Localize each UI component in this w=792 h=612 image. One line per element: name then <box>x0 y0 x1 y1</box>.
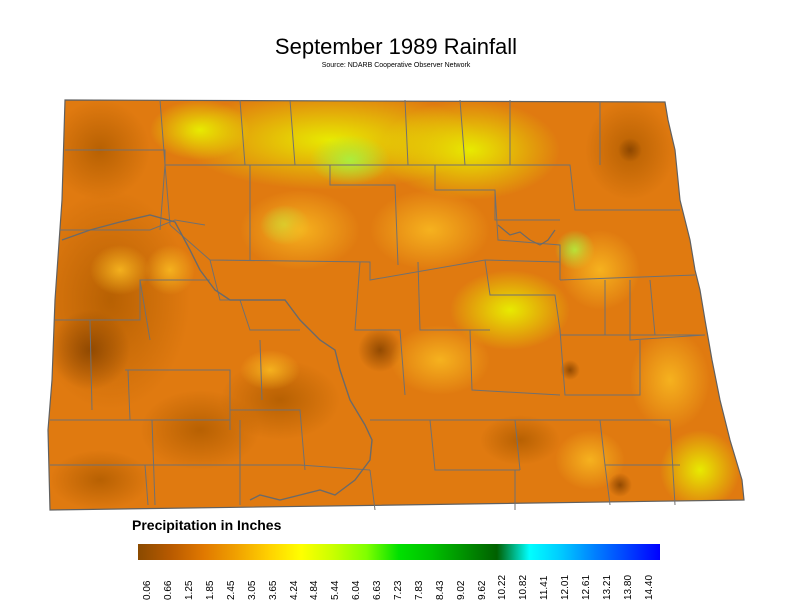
legend-tick-label: 9.02 <box>455 580 467 600</box>
legend-tick-label: 1.25 <box>184 580 196 600</box>
rainfall-surface <box>48 100 744 510</box>
legend-tick-label: 6.04 <box>351 580 363 600</box>
legend-tick-label: 7.83 <box>413 580 425 600</box>
map-title: September 1989 Rainfall <box>274 34 518 59</box>
county-borders <box>47 99 745 511</box>
legend-tick-label: 2.45 <box>225 580 237 600</box>
legend-tick-label: 8.43 <box>434 580 446 600</box>
legend-tick-label: 3.65 <box>267 580 279 600</box>
legend-tick-label: 13.80 <box>622 574 634 600</box>
legend-tick-label: 0.06 <box>142 580 154 600</box>
legend-tick-label: 0.66 <box>163 580 175 600</box>
legend-tick-label: 4.24 <box>288 580 300 600</box>
legend-tick-label: 6.63 <box>372 580 384 600</box>
river-line <box>61 214 373 501</box>
legend-tick-label: 13.21 <box>601 574 613 600</box>
legend-title: Precipitation in Inches <box>132 517 282 533</box>
legend-tick-label: 11.41 <box>539 575 551 600</box>
legend-tick-label: 12.01 <box>560 574 572 600</box>
legend-tick-label: 3.05 <box>246 580 258 600</box>
legend-tick-label: 5.44 <box>330 580 342 600</box>
legend-tick-label: 9.62 <box>476 580 488 600</box>
legend-tick-label: 1.85 <box>205 580 217 600</box>
legend-tick-label: 10.22 <box>497 574 509 600</box>
map-subtitle: Source: NDARB Cooperative Observer Netwo… <box>321 62 471 69</box>
legend-tick-label: 4.84 <box>309 580 321 600</box>
legend-tick-label: 12.61 <box>580 574 592 600</box>
legend-tick-label: 7.23 <box>393 580 404 600</box>
lake-outline <box>497 224 556 246</box>
legend-color-bar <box>138 544 660 560</box>
legend-tick-label: 14.40 <box>643 574 655 600</box>
legend-tick-label: 10.82 <box>518 574 530 600</box>
